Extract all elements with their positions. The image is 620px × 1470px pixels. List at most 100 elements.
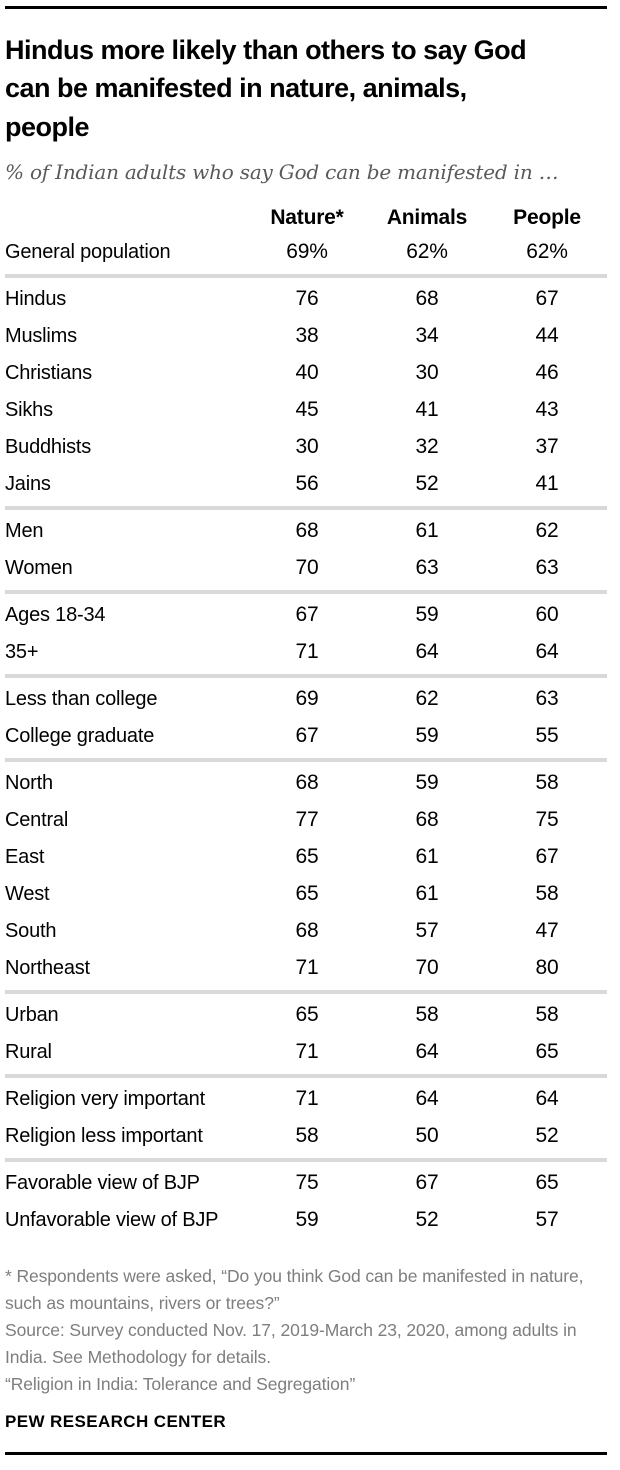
row-value: 71	[295, 956, 319, 980]
table-body: General population 69% 62% 62% Hindus 76 68 67 M…	[5, 234, 607, 1239]
row-value: 64	[535, 1087, 559, 1111]
row-value: 59	[415, 724, 439, 748]
row-label: Women	[5, 556, 73, 579]
row-label: Jains	[5, 472, 51, 495]
row-value: 59	[415, 771, 439, 795]
row-value: 65	[535, 1171, 559, 1195]
row-value: 58	[535, 1003, 559, 1027]
table-row: North 68 59 58	[5, 765, 607, 802]
table-row: General population 69% 62% 62%	[5, 234, 607, 271]
row-value: 59	[295, 1208, 319, 1232]
row-value: 71	[295, 1040, 319, 1064]
row-label: West	[5, 882, 50, 905]
table-row: Christians 40 30 46	[5, 355, 607, 392]
top-rule	[5, 6, 607, 9]
footnotes: * Respondents were asked, “Do you think …	[5, 1263, 585, 1398]
row-label: Christians	[5, 361, 92, 384]
row-value: 58	[535, 771, 559, 795]
row-value: 64	[415, 640, 439, 664]
table-row: Muslims 38 34 44	[5, 318, 607, 355]
row-label: North	[5, 771, 53, 794]
row-label: 35+	[5, 640, 39, 663]
row-value: 70	[295, 556, 319, 580]
section-divider	[5, 505, 607, 510]
row-label: Religion less important	[5, 1124, 203, 1147]
row-value: 62%	[526, 240, 568, 264]
column-header-people: People	[513, 205, 581, 229]
row-value: 67	[295, 724, 319, 748]
row-value: 47	[535, 919, 559, 943]
row-label: Ages 18-34	[5, 603, 106, 626]
table-row: Unfavorable view of BJP 59 52 57	[5, 1202, 607, 1239]
table-row: Religion very important 71 64 64	[5, 1081, 607, 1118]
row-label: Hindus	[5, 287, 67, 310]
table-row: Sikhs 45 41 43	[5, 392, 607, 429]
row-value: 32	[415, 435, 439, 459]
row-value: 68	[295, 919, 319, 943]
row-value: 63	[415, 556, 439, 580]
row-value: 62	[415, 687, 439, 711]
row-value: 43	[535, 398, 559, 422]
row-value: 61	[415, 882, 439, 906]
footnote-asterisk: * Respondents were asked, “Do you think …	[5, 1265, 584, 1313]
chart-subtitle: % of Indian adults who say God can be ma…	[5, 159, 559, 184]
row-value: 52	[415, 1208, 439, 1232]
row-value: 70	[415, 956, 439, 980]
row-label: Muslims	[5, 324, 77, 347]
row-value: 61	[415, 519, 439, 543]
row-value: 76	[295, 287, 319, 311]
row-value: 65	[295, 845, 319, 869]
row-value: 65	[535, 1040, 559, 1064]
row-value: 55	[535, 724, 559, 748]
row-label: Northeast	[5, 956, 90, 979]
row-value: 68	[415, 808, 439, 832]
table-row: Religion less important 58 50 52	[5, 1118, 607, 1155]
page-title: Hindus more likely than others to say Go…	[5, 35, 527, 142]
row-value: 50	[415, 1124, 439, 1148]
row-value: 68	[295, 771, 319, 795]
row-value: 40	[295, 361, 319, 385]
row-value: 62	[535, 519, 559, 543]
data-table: Nature* Animals People General populatio…	[5, 202, 607, 1239]
row-value: 52	[535, 1124, 559, 1148]
row-value: 63	[535, 687, 559, 711]
row-value: 34	[415, 324, 439, 348]
footnote-source: Source: Survey conducted Nov. 17, 2019-M…	[5, 1319, 577, 1367]
table-row: 35+ 71 64 64	[5, 634, 607, 671]
section-divider	[5, 757, 607, 762]
row-label: General population	[5, 240, 171, 263]
table-row: South 68 57 47	[5, 913, 607, 950]
column-header-nature: Nature*	[270, 205, 344, 229]
row-label: Men	[5, 519, 44, 542]
row-label: Urban	[5, 1003, 59, 1026]
row-value: 44	[535, 324, 559, 348]
row-value: 57	[535, 1208, 559, 1232]
row-value: 58	[295, 1124, 319, 1148]
row-value: 67	[295, 603, 319, 627]
table-row: College graduate 67 59 55	[5, 718, 607, 755]
row-value: 61	[415, 845, 439, 869]
row-value: 77	[295, 808, 319, 832]
row-label: Unfavorable view of BJP	[5, 1208, 219, 1231]
pew-research-center-brand: PEW RESEARCH CENTER	[5, 1411, 227, 1431]
table-row: Buddhists 30 32 37	[5, 429, 607, 466]
row-value: 30	[295, 435, 319, 459]
row-value: 69%	[286, 240, 328, 264]
row-value: 52	[415, 472, 439, 496]
bottom-rule	[5, 1451, 607, 1455]
row-value: 38	[295, 324, 319, 348]
table-row: Jains 56 52 41	[5, 466, 607, 503]
table-row: Less than college 69 62 63	[5, 681, 607, 718]
row-value: 67	[415, 1171, 439, 1195]
table-row: Rural 71 64 65	[5, 1034, 607, 1071]
table-row: West 65 61 58	[5, 876, 607, 913]
table-row: Favorable view of BJP 75 67 65	[5, 1165, 607, 1202]
table-row: Urban 65 58 58	[5, 997, 607, 1034]
table-row: Women 70 63 63	[5, 550, 607, 587]
row-value: 75	[295, 1171, 319, 1195]
row-value: 65	[295, 1003, 319, 1027]
row-label: Central	[5, 808, 69, 831]
table-row: East 65 61 67	[5, 839, 607, 876]
row-value: 56	[295, 472, 319, 496]
table-row: Northeast 71 70 80	[5, 950, 607, 987]
